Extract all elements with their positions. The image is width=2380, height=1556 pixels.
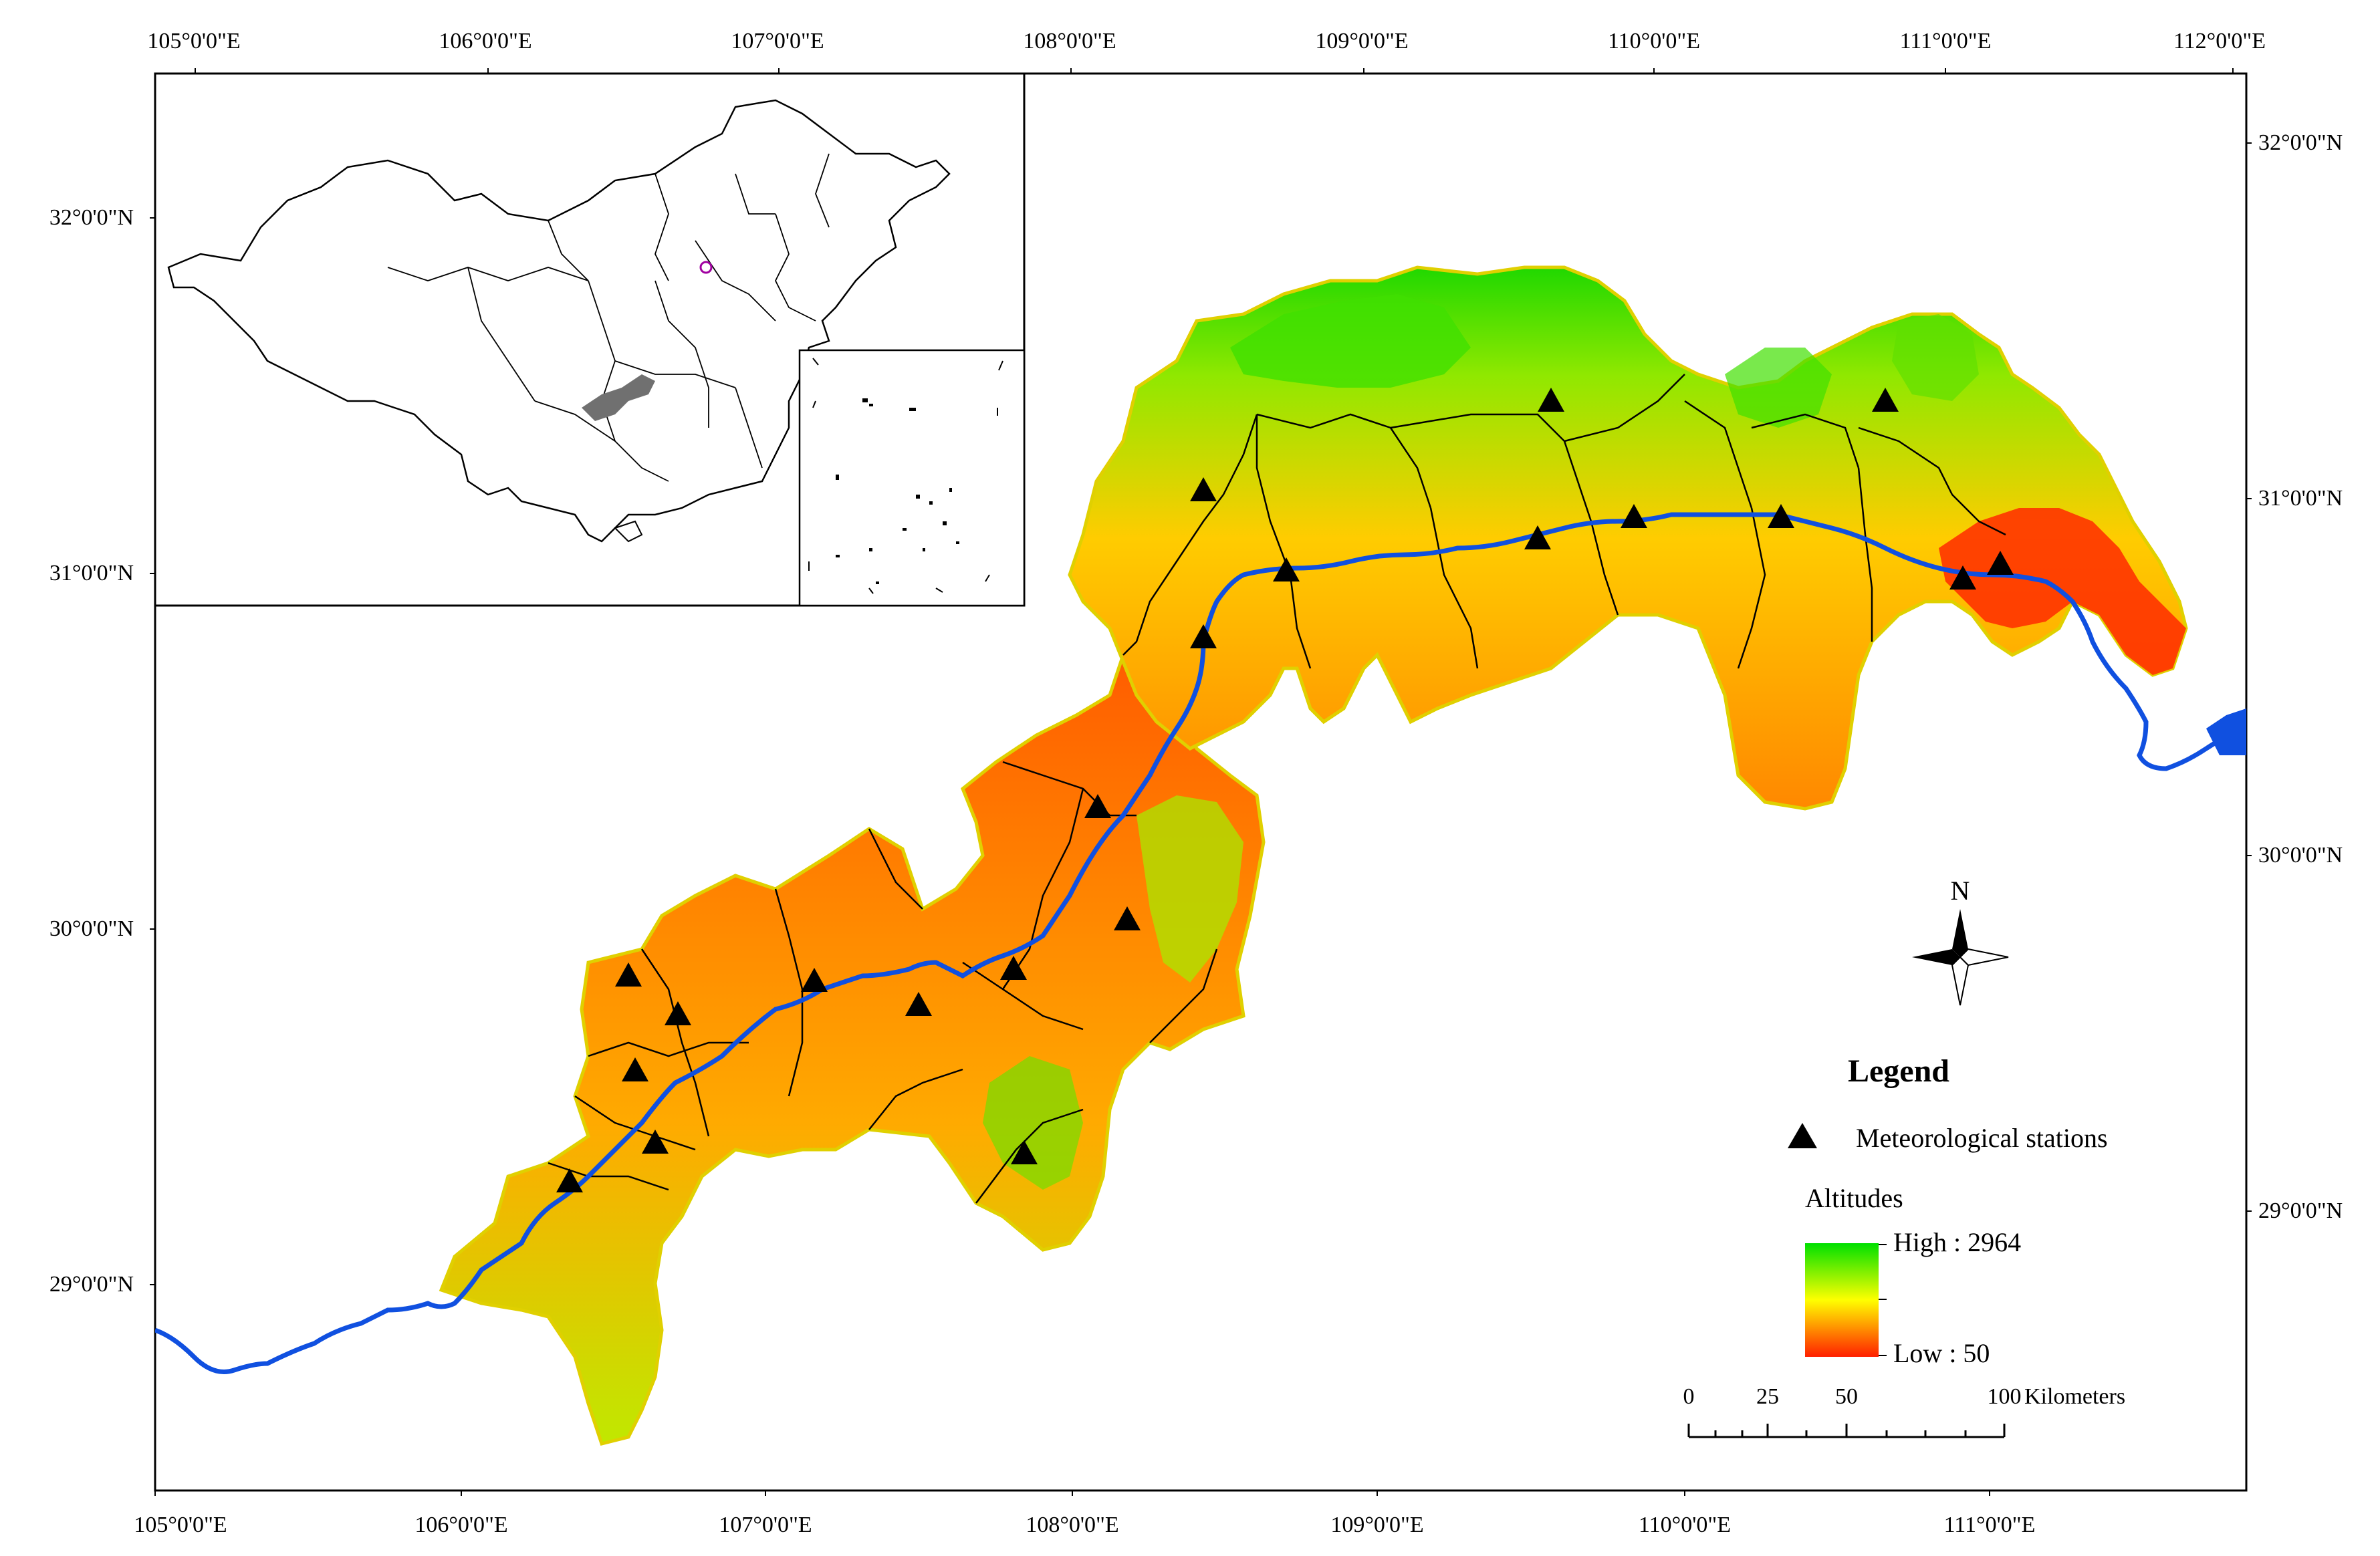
right-label-30: 30°0'0"N	[2258, 843, 2343, 868]
right-latitude-labels: 32°0'0"N 31°0'0"N 30°0'0"N 29°0'0"N	[2258, 130, 2343, 1223]
legend-station-icon	[1788, 1123, 1817, 1148]
north-arrow-compass: N	[1912, 876, 2009, 1006]
china-study-area-highlight	[582, 374, 655, 421]
scale-label-50: 50	[1835, 1384, 1858, 1409]
left-label-29: 29°0'0"N	[49, 1272, 134, 1297]
legend-low-label: Low : 50	[1893, 1338, 1990, 1368]
left-label-32: 32°0'0"N	[49, 205, 134, 230]
legend-title: Legend	[1848, 1053, 1949, 1089]
yangtze-lake-east	[2206, 708, 2246, 755]
station-marker	[1190, 477, 1217, 501]
relief-green-patch-5	[1892, 314, 1979, 401]
scale-bar: 0 25 50 100 Kilometers	[1683, 1384, 2125, 1438]
station-marker	[1524, 525, 1551, 549]
station-marker	[1987, 551, 2014, 575]
station-marker	[1190, 624, 1217, 648]
right-label-29: 29°0'0"N	[2258, 1198, 2343, 1223]
station-marker	[1621, 504, 1647, 528]
china-outline	[167, 99, 951, 543]
station-marker	[1000, 956, 1027, 980]
top-label-107: 107°0'0"E	[731, 29, 824, 53]
legend-altitude-title: Altitudes	[1805, 1183, 1903, 1213]
scale-label-25: 25	[1756, 1384, 1779, 1409]
relief-green-patch-2	[1137, 795, 1243, 983]
station-marker	[615, 962, 642, 987]
station-marker	[556, 1168, 583, 1192]
county-boundaries	[548, 374, 2006, 1204]
bottom-label-108: 108°0'0"E	[1026, 1513, 1118, 1537]
bottom-label-107: 107°0'0"E	[719, 1513, 812, 1537]
left-label-31: 31°0'0"N	[49, 561, 134, 586]
relief-region-south	[439, 638, 1266, 1446]
bottom-label-105: 105°0'0"E	[134, 1513, 227, 1537]
relief-green-patch-4	[1725, 348, 1832, 428]
bottom-label-109: 109°0'0"E	[1330, 1513, 1423, 1537]
right-label-32: 32°0'0"N	[2258, 130, 2343, 155]
scale-label-0: 0	[1683, 1384, 1695, 1409]
station-marker	[1768, 504, 1794, 528]
hainan-island	[614, 520, 643, 543]
station-marker	[1538, 388, 1564, 412]
left-label-30: 30°0'0"N	[49, 916, 134, 941]
top-label-112: 112°0'0"E	[2173, 29, 2266, 53]
station-marker	[1872, 388, 1899, 412]
bottom-longitude-labels: 105°0'0"E 106°0'0"E 107°0'0"E 108°0'0"E …	[134, 1513, 2035, 1537]
south-china-sea-inset	[798, 349, 1026, 607]
scale-unit: Kilometers	[2024, 1384, 2125, 1409]
legend-altitude-ramp	[1805, 1243, 1879, 1357]
station-marker	[622, 1057, 648, 1081]
relief-region-north	[1068, 265, 2188, 811]
legend-high-label: High : 2964	[1893, 1227, 2021, 1257]
station-marker	[801, 968, 828, 992]
top-label-111: 111°0'0"E	[1900, 29, 1992, 53]
station-marker	[665, 1001, 691, 1025]
bottom-label-111: 111°0'0"E	[1944, 1513, 2036, 1537]
south-china-sea-dashes	[808, 358, 1003, 594]
relief-green-patch-1	[1230, 294, 1471, 388]
compass-east-point	[1959, 948, 2009, 966]
south-china-sea-islands	[836, 398, 959, 584]
north-label: N	[1951, 876, 1970, 906]
station-marker	[1114, 906, 1141, 930]
station-marker	[1949, 565, 1976, 590]
station-marker	[1273, 557, 1300, 581]
scale-label-100: 100	[1988, 1384, 2022, 1409]
right-label-31: 31°0'0"N	[2258, 486, 2343, 511]
top-longitude-labels: 105°0'0"E 106°0'0"E 107°0'0"E 108°0'0"E …	[147, 29, 2266, 53]
relief-green-patch-3	[983, 1056, 1083, 1190]
bottom-label-106: 106°0'0"E	[414, 1513, 507, 1537]
meteorological-stations	[556, 388, 2014, 1192]
bottom-label-110: 110°0'0"E	[1639, 1513, 1731, 1537]
top-label-105: 105°0'0"E	[147, 29, 240, 53]
left-latitude-labels: 32°0'0"N 31°0'0"N 30°0'0"N 29°0'0"N	[49, 205, 134, 1297]
top-label-108: 108°0'0"E	[1023, 29, 1116, 53]
legend: Legend Meteorological stations Altitudes…	[1788, 1053, 2108, 1368]
station-marker	[905, 992, 932, 1016]
top-label-110: 110°0'0"E	[1608, 29, 1700, 53]
station-marker	[642, 1130, 669, 1154]
inset-china-map	[154, 72, 1026, 607]
legend-station-label: Meteorological stations	[1856, 1123, 2108, 1153]
top-label-106: 106°0'0"E	[439, 29, 531, 53]
station-marker	[1011, 1140, 1038, 1164]
compass-north-point	[1952, 909, 1968, 957]
station-marker	[1084, 794, 1111, 818]
compass-west-point	[1912, 949, 1960, 965]
beijing-marker	[699, 261, 713, 274]
top-label-109: 109°0'0"E	[1315, 29, 1408, 53]
